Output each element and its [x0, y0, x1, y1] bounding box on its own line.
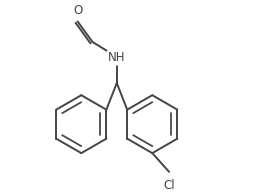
Text: O: O — [73, 4, 82, 17]
Text: NH: NH — [108, 51, 125, 64]
Text: Cl: Cl — [163, 179, 175, 192]
